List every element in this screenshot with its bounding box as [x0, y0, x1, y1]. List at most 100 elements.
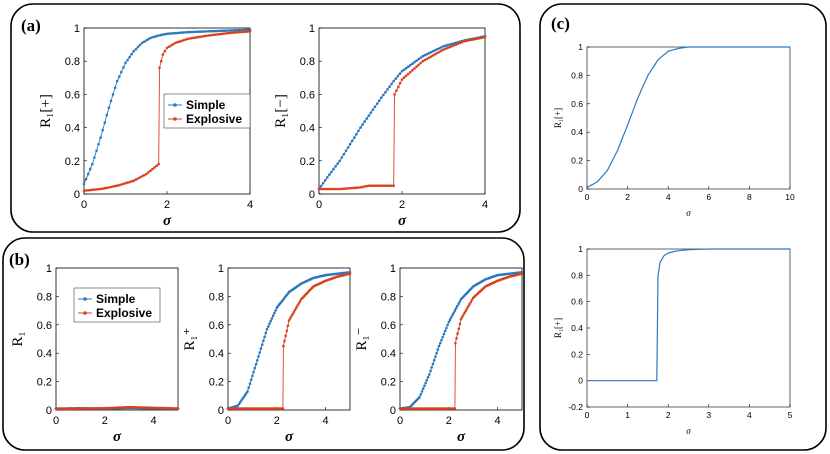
y-tick-label: 0.8 — [65, 56, 80, 68]
data-point-simple — [452, 42, 456, 45]
data-point-explosive — [157, 162, 160, 166]
data-point-explosive — [340, 187, 344, 191]
data-point-simple — [263, 335, 266, 339]
data-point-explosive — [232, 31, 235, 34]
data-point-explosive — [132, 179, 136, 182]
data-point-simple — [382, 93, 385, 97]
data-point-explosive — [86, 189, 90, 192]
data-point-simple — [446, 323, 449, 327]
data-point-explosive — [433, 52, 437, 56]
data-point-explosive — [465, 39, 468, 43]
data-point-simple — [178, 31, 181, 35]
data-point-explosive — [223, 32, 227, 35]
data-point-simple — [425, 378, 429, 382]
data-point-explosive — [398, 81, 402, 85]
y-tick-label: 0.6 — [37, 320, 52, 332]
data-point-simple — [420, 390, 424, 393]
data-point-simple — [198, 30, 202, 33]
data-point-simple — [182, 31, 185, 34]
data-point-simple — [371, 108, 375, 111]
data-point-explosive — [357, 186, 360, 189]
data-point-explosive — [209, 33, 212, 37]
y-tick-label: 0 — [218, 405, 224, 417]
legend-entry: Simple — [96, 292, 136, 306]
data-point-explosive — [425, 57, 429, 61]
data-point-simple — [328, 173, 331, 176]
y-tick-label: 0 — [46, 405, 52, 417]
data-point-simple — [336, 162, 340, 165]
data-point-explosive — [483, 35, 487, 39]
data-point-simple — [257, 355, 260, 358]
x-tick-label: 4 — [747, 410, 752, 420]
data-point-simple — [440, 46, 443, 49]
data-point-simple — [436, 47, 439, 51]
data-point-simple — [330, 170, 333, 174]
data-point-simple — [415, 59, 418, 62]
data-point-explosive — [369, 184, 373, 187]
data-point-explosive — [377, 184, 381, 187]
data-point-explosive — [413, 67, 416, 70]
y-tick-label: 0.2 — [65, 156, 80, 168]
x-tick-label: 2 — [164, 199, 170, 211]
data-point-explosive — [236, 31, 239, 34]
chart-b2: 0 0.2 0.4 0.6 0.8 1 0 2 4 σ R₁⁺ — [182, 263, 352, 445]
x-tick-label: 2 — [625, 192, 630, 202]
data-point-simple — [201, 30, 204, 33]
data-point-explosive — [124, 181, 127, 185]
x-axis-label: σ — [398, 213, 407, 229]
x-tick-label: 3 — [706, 410, 711, 420]
data-point-explosive — [458, 41, 462, 45]
data-point-simple — [255, 359, 259, 362]
y-tick-label: 0 — [74, 189, 80, 201]
data-point-simple — [359, 126, 362, 129]
data-point-explosive — [388, 184, 391, 187]
data-point-simple — [230, 29, 233, 32]
y-tick-label: 0.2 — [571, 349, 583, 359]
x-tick-label: 0 — [53, 415, 59, 427]
data-point-simple — [430, 366, 434, 369]
data-point-simple — [252, 370, 255, 374]
data-point-explosive — [149, 169, 152, 173]
data-point-explosive — [248, 30, 252, 33]
data-point-explosive — [134, 178, 138, 181]
data-point-explosive — [459, 317, 463, 321]
data-point-explosive — [371, 184, 375, 187]
data-point-simple — [423, 384, 426, 388]
data-point-explosive — [440, 49, 443, 52]
data-point-explosive — [246, 30, 250, 33]
data-point-simple — [247, 386, 250, 389]
data-point-explosive — [217, 32, 221, 36]
data-point-explosive — [342, 187, 346, 190]
data-point-simple — [124, 61, 127, 65]
data-point-simple — [425, 52, 429, 56]
data-point-simple — [192, 30, 196, 34]
data-point-simple — [205, 30, 208, 33]
data-point-explosive — [460, 315, 464, 319]
data-point-simple — [259, 347, 263, 350]
data-point-simple — [120, 70, 123, 74]
data-point-simple — [134, 47, 138, 51]
data-point-explosive — [169, 44, 173, 47]
data-point-simple — [132, 49, 136, 53]
data-point-explosive — [101, 187, 104, 190]
x-tick-label: 2 — [102, 415, 108, 427]
data-point-explosive — [423, 58, 427, 62]
y-axis-label: R₁[+] — [38, 94, 54, 128]
data-point-explosive — [161, 53, 165, 56]
data-point-explosive — [207, 34, 210, 37]
data-point-simple — [238, 28, 241, 32]
data-point-explosive — [404, 74, 408, 78]
data-point-explosive — [464, 309, 468, 312]
data-point-explosive — [153, 166, 156, 169]
legend-entry: Simple — [186, 98, 226, 112]
y-tick-label: 0.4 — [571, 323, 583, 333]
data-point-explosive — [444, 47, 447, 51]
data-point-simple — [111, 93, 115, 96]
data-point-explosive — [282, 344, 285, 348]
legend-entry: Explosive — [186, 112, 242, 126]
data-point-explosive — [151, 167, 154, 171]
data-point-simple — [270, 317, 274, 320]
data-point-simple — [402, 68, 406, 71]
data-point-simple — [268, 322, 271, 326]
